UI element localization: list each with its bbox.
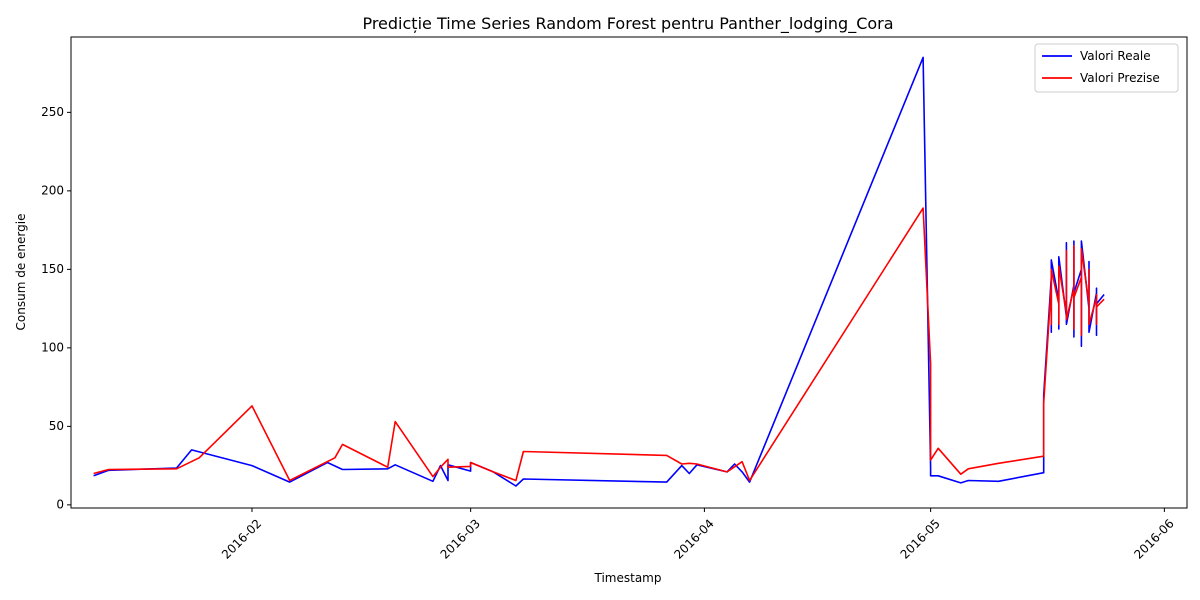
y-tick-label: 250 (41, 105, 64, 119)
x-axis-label: Timestamp (594, 571, 662, 585)
y-tick-label: 200 (41, 183, 64, 197)
y-axis: 0 50 100 150 200 250 (41, 105, 71, 511)
y-tick-label: 0 (56, 497, 64, 511)
axes-frame (70, 36, 1188, 509)
legend-label-real: Valori Reale (1080, 49, 1151, 63)
y-tick-label: 150 (41, 262, 64, 276)
series-layer (93, 56, 1105, 487)
legend: Valori Reale Valori Prezise (1034, 43, 1179, 93)
plot-area (70, 36, 1188, 509)
y-tick-label: 50 (49, 419, 64, 433)
series-line-predicted (93, 207, 1105, 482)
legend-label-predicted: Valori Prezise (1080, 71, 1160, 85)
y-axis-label: Consum de energie (14, 214, 28, 331)
y-tick-label: 100 (41, 340, 64, 354)
chart-title: Predicție Time Series Random Forest pent… (362, 14, 893, 34)
